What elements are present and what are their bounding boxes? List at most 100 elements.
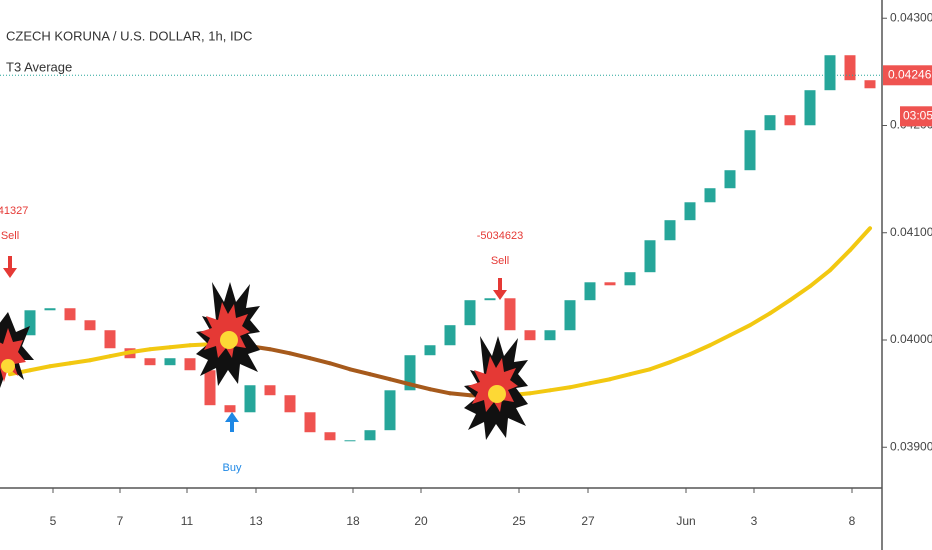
explosion-core [1, 359, 15, 373]
candle [764, 115, 776, 131]
candle [224, 405, 236, 413]
signal-label: Buy [223, 462, 242, 474]
candle [524, 330, 536, 341]
t3-segment [708, 333, 732, 348]
candle [364, 430, 376, 441]
candle [544, 330, 556, 341]
explosion-core [488, 385, 506, 403]
t3-segment [728, 323, 752, 338]
candle [104, 330, 116, 349]
t3-segment [148, 345, 172, 352]
signal-right: -5034623 Sell [464, 230, 528, 440]
chart-title: CZECH KORUNA / U.S. DOLLAR, 1h, IDC [6, 28, 252, 43]
explosion-inner [200, 302, 250, 358]
signal-left: 041327 Sell [0, 205, 34, 388]
x-tick-label: 18 [346, 514, 360, 528]
signal-label: Sell [491, 255, 509, 267]
y-tick-label: 0.043000 [890, 10, 932, 24]
x-tick-label: 25 [512, 514, 526, 528]
t3-segment [268, 347, 292, 356]
signal-value: -5034623 [477, 230, 524, 242]
t3-segment [428, 387, 452, 396]
candle [284, 395, 296, 413]
explosion-core [220, 331, 238, 349]
explosion-inner [468, 356, 518, 412]
candle [864, 80, 876, 89]
candle [664, 220, 676, 241]
t3-segment [28, 364, 52, 373]
t3-segment [168, 343, 192, 350]
candle [324, 432, 336, 441]
countdown-label: 03:05 [903, 108, 932, 122]
x-tick-label: 13 [249, 514, 263, 528]
t3-segment [628, 367, 652, 377]
last-price-badge [883, 65, 932, 86]
x-tick-label: 7 [117, 514, 124, 528]
candle [164, 358, 176, 366]
t3-segment [548, 385, 572, 393]
candle [424, 345, 436, 356]
signal-label: Sell [1, 230, 19, 242]
t3-segment [388, 377, 412, 387]
x-tick-label: 20 [414, 514, 428, 528]
candle [244, 385, 256, 413]
t3-segment [748, 311, 772, 328]
t3-segment [808, 268, 832, 289]
t3-segment [668, 352, 692, 365]
candle [744, 130, 756, 171]
candle [564, 300, 576, 331]
sell-arrow [3, 256, 17, 278]
candle [44, 308, 56, 311]
t3-segment [288, 351, 312, 361]
candle [784, 115, 796, 126]
candle [404, 355, 416, 391]
candle [724, 170, 736, 189]
t3-segment [788, 284, 812, 303]
candle [844, 55, 856, 81]
t3-segment [48, 361, 72, 369]
candle [824, 55, 836, 91]
candle [144, 358, 156, 366]
candle [184, 358, 196, 371]
candle [704, 188, 716, 203]
candle [384, 390, 396, 431]
candle [204, 370, 216, 406]
candle [584, 282, 596, 301]
t3-segment [68, 358, 92, 366]
candle [344, 440, 356, 442]
candle [604, 282, 616, 286]
t3-segment [348, 367, 372, 377]
t3-segment [588, 377, 612, 386]
candle [484, 298, 496, 301]
candle [684, 202, 696, 221]
signal-buy: Buy [196, 282, 260, 474]
candle [624, 272, 636, 286]
t3-segment [108, 350, 132, 359]
t3-segment [448, 391, 472, 398]
candle [504, 298, 516, 331]
t3-segment [828, 248, 852, 273]
t3-segment [768, 298, 792, 316]
t3-segment [308, 356, 332, 366]
candle [464, 300, 476, 326]
axes: 0.0390000.0400000.0410000.0420000.043000… [50, 10, 932, 528]
sell-arrow [493, 278, 507, 300]
indicator-label: T3 Average [6, 59, 72, 74]
t3-segment [408, 382, 432, 392]
t3-segment [88, 354, 112, 363]
t3-segment [608, 372, 632, 382]
signal-value: 041327 [0, 205, 28, 217]
candle [64, 308, 76, 321]
t3-segment [848, 226, 872, 253]
candle [644, 240, 656, 273]
t3-segment [688, 343, 712, 357]
countdown-badge [900, 106, 932, 127]
t3-segment [368, 372, 392, 382]
x-tick-label: 3 [751, 514, 758, 528]
x-tick-label: 11 [181, 514, 194, 528]
